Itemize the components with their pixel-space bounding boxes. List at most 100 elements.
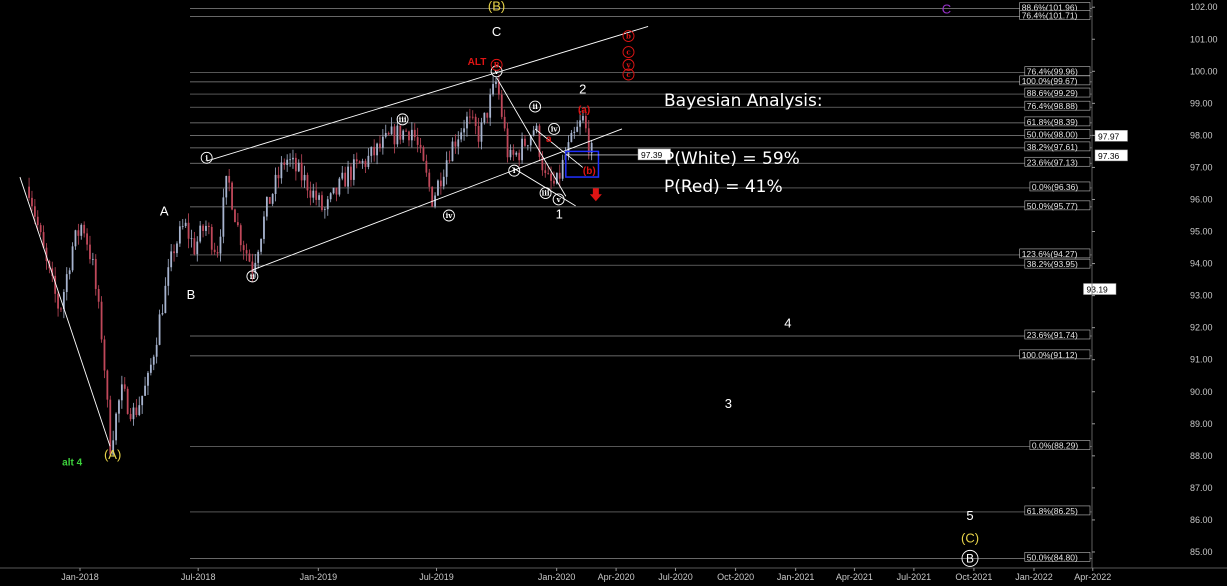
candle-body-116 xyxy=(364,160,367,167)
fib-label-9: 23.6%(97.13) xyxy=(1027,157,1078,167)
candle-body-151 xyxy=(466,116,468,129)
candle-body-96 xyxy=(306,174,309,191)
time-tick-label-10: Jul-2021 xyxy=(897,572,932,582)
candle-body-136 xyxy=(422,147,425,161)
candle-body-175 xyxy=(535,125,538,131)
candle-body-149 xyxy=(460,132,463,140)
candle-body-1 xyxy=(31,197,33,207)
price-box-label-3: 97.36 xyxy=(1098,151,1120,161)
candle-body-69 xyxy=(228,175,231,183)
candle-body-72 xyxy=(236,222,239,226)
price-tick-label-9: 94.00 xyxy=(1190,259,1213,269)
candle-body-6 xyxy=(45,247,48,261)
candle-body-3 xyxy=(36,216,39,226)
candle-body-183 xyxy=(558,172,561,179)
candle-body-9 xyxy=(54,275,57,294)
circled-label-15: c xyxy=(626,70,630,79)
circled-label-ring-6 xyxy=(529,100,542,113)
price-tick-label-14: 99.00 xyxy=(1190,98,1213,108)
candle-body-20 xyxy=(86,233,88,245)
candle-body-32 xyxy=(120,384,123,401)
candle-body-127 xyxy=(396,125,399,145)
candle-body-174 xyxy=(532,130,535,136)
candle-body-57 xyxy=(193,238,196,255)
wave-label-6: alt 4 xyxy=(62,457,82,468)
candle-body-135 xyxy=(419,144,422,148)
candle-body-67 xyxy=(222,197,225,237)
candle-body-56 xyxy=(190,238,193,239)
price-tick-label-11: 96.00 xyxy=(1190,194,1213,204)
channel-line-5 xyxy=(19,176,111,447)
circled-label-ring-1 xyxy=(246,270,259,283)
candle-body-163 xyxy=(500,94,503,117)
fib-label-box-8 xyxy=(1024,141,1091,152)
circled-label-ring-2 xyxy=(396,113,409,126)
price-tick-label-13: 98.00 xyxy=(1190,130,1213,140)
candle-body-115 xyxy=(361,160,364,164)
candle-body-132 xyxy=(410,129,413,141)
fib-label-box-5 xyxy=(1024,100,1091,111)
fib-label-10: 0.0%(96.36) xyxy=(1032,182,1078,192)
candle-body-159 xyxy=(489,94,492,118)
time-tick-label-8: Jan-2021 xyxy=(777,572,815,582)
candle-body-22 xyxy=(91,258,94,260)
candle-body-45 xyxy=(158,314,161,345)
candle-body-11 xyxy=(60,308,62,310)
candle-body-21 xyxy=(89,244,91,260)
time-tick-label-2: Jan-2019 xyxy=(300,572,338,582)
circled-label-ring-12 xyxy=(622,30,635,42)
candle-body-193 xyxy=(587,128,590,154)
candle-body-4 xyxy=(39,225,42,233)
candle-body-13 xyxy=(65,274,68,293)
candle-body-17 xyxy=(77,230,80,236)
candle-body-59 xyxy=(199,225,202,242)
fib-label-box-9 xyxy=(1024,156,1091,167)
candle-body-141 xyxy=(437,180,439,196)
candle-body-63 xyxy=(210,226,213,250)
candle-body-165 xyxy=(506,128,509,158)
candle-body-160 xyxy=(492,84,494,95)
candle-body-55 xyxy=(187,222,190,239)
price-tick-label-0: 85.00 xyxy=(1190,547,1213,557)
fib-label-box-12 xyxy=(1019,248,1091,259)
candle-body-78 xyxy=(254,262,257,273)
candle-body-95 xyxy=(303,174,306,181)
candle-body-97 xyxy=(309,190,312,198)
circled-label-ring-4 xyxy=(490,65,503,78)
candle-body-38 xyxy=(138,405,141,415)
candle-body-186 xyxy=(567,142,570,155)
candle-body-29 xyxy=(112,440,115,455)
circled-label-10: B xyxy=(966,551,974,565)
circled-label-11: B xyxy=(494,60,500,69)
candle-body-146 xyxy=(451,141,454,162)
candle-body-179 xyxy=(547,172,550,174)
wave-label-0: (B) xyxy=(488,0,505,13)
price-tick-label-17: 102.00 xyxy=(1190,2,1218,12)
candle-body-19 xyxy=(83,224,86,234)
circled-label-ring-0 xyxy=(200,151,213,164)
candle-body-14 xyxy=(68,270,71,275)
fib-label-3: 100.0%(99.67) xyxy=(1022,76,1078,86)
candle-body-84 xyxy=(271,193,274,204)
fib-label-0: 88.6%(101.96) xyxy=(1022,2,1078,12)
circled-label-3: iv xyxy=(446,211,454,220)
circled-label-1: ii xyxy=(250,272,256,281)
target-zone: 93.19 97.39 97.97 97.36 xyxy=(565,130,1128,295)
candle-body-42 xyxy=(149,364,152,373)
fib-label-box-6 xyxy=(1024,116,1091,127)
candle-body-117 xyxy=(367,155,370,167)
candle-body-71 xyxy=(234,209,236,223)
candle-body-87 xyxy=(280,162,283,179)
circled-label-ring-5 xyxy=(508,164,521,177)
candle-body-12 xyxy=(62,292,65,310)
candle-body-41 xyxy=(147,372,149,386)
circled-label-ring-9 xyxy=(552,193,565,206)
candle-body-147 xyxy=(454,141,457,147)
fib-label-15: 100.0%(91.12) xyxy=(1022,350,1078,360)
candle-body-161 xyxy=(495,81,497,85)
channel-line-0 xyxy=(206,26,649,162)
wave-label-9: 4 xyxy=(784,316,791,331)
circled-label-4: v xyxy=(494,67,500,76)
candle-body-66 xyxy=(219,236,222,254)
